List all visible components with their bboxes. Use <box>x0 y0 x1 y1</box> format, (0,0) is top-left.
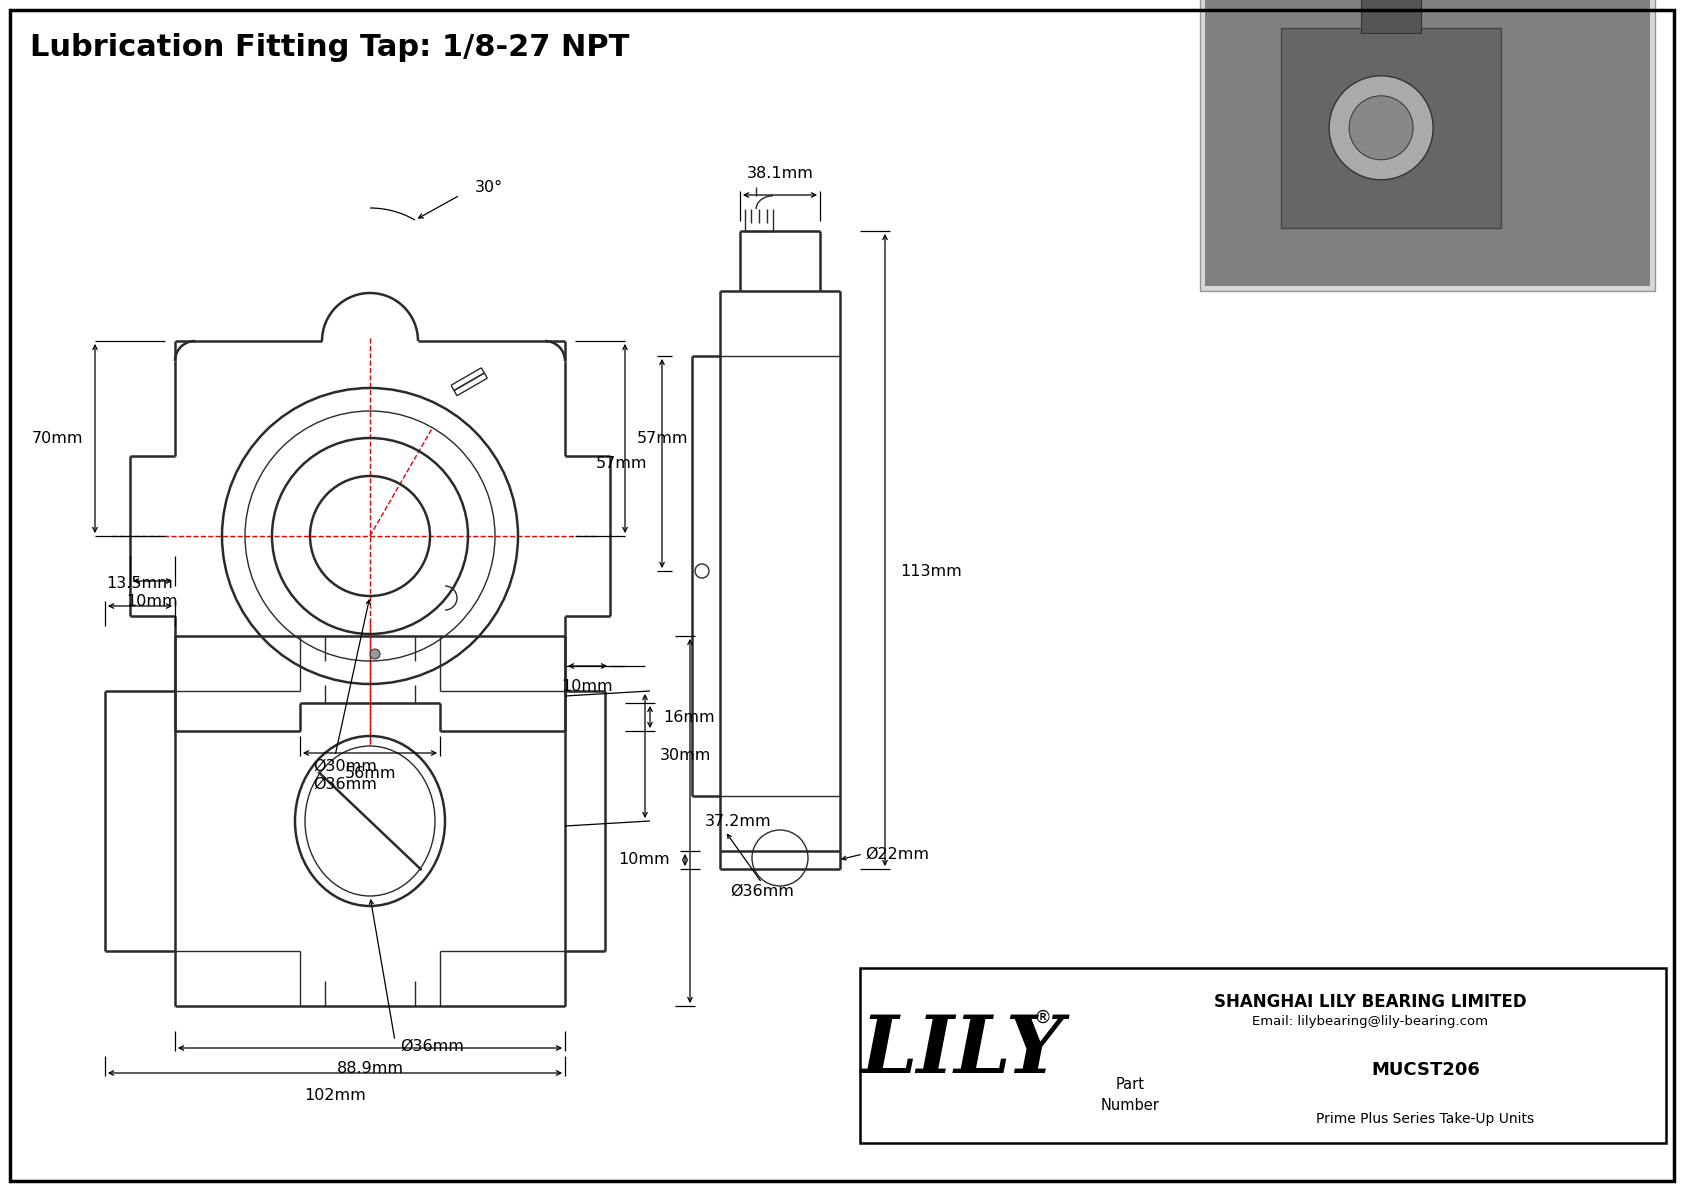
Text: 113mm: 113mm <box>899 563 962 579</box>
Text: 102mm: 102mm <box>305 1089 365 1103</box>
Bar <box>861 968 1665 1143</box>
Text: Ø22mm: Ø22mm <box>866 847 930 861</box>
Text: 10mm: 10mm <box>126 594 179 609</box>
Text: Prime Plus Series Take-Up Units: Prime Plus Series Take-Up Units <box>1317 1111 1534 1125</box>
Text: Ø36mm: Ø36mm <box>401 1039 463 1054</box>
Text: 70mm: 70mm <box>32 431 83 445</box>
Text: 13.5mm: 13.5mm <box>106 576 173 591</box>
Text: 30°: 30° <box>475 180 504 194</box>
Circle shape <box>1329 76 1433 180</box>
Circle shape <box>370 649 381 659</box>
Text: 10mm: 10mm <box>562 679 613 694</box>
Text: 57mm: 57mm <box>637 431 689 445</box>
Text: 10mm: 10mm <box>618 853 670 867</box>
Text: Lubrication Fitting Tap: 1/8-27 NPT: Lubrication Fitting Tap: 1/8-27 NPT <box>30 33 630 62</box>
Text: LILY: LILY <box>861 1011 1064 1090</box>
Text: 37.2mm: 37.2mm <box>706 813 771 829</box>
Text: Ø36mm: Ø36mm <box>731 884 793 898</box>
Text: 88.9mm: 88.9mm <box>337 1061 404 1075</box>
Text: MUCST206: MUCST206 <box>1371 1061 1480 1079</box>
Text: SHANGHAI LILY BEARING LIMITED: SHANGHAI LILY BEARING LIMITED <box>1214 993 1527 1011</box>
Bar <box>1201 0 1655 291</box>
Text: Email: lilybearing@lily-bearing.com: Email: lilybearing@lily-bearing.com <box>1253 1015 1489 1028</box>
Text: 38.1mm: 38.1mm <box>746 166 813 181</box>
Text: Ø36mm: Ø36mm <box>313 777 377 792</box>
Bar <box>1206 0 1650 286</box>
Text: 56mm: 56mm <box>344 766 396 781</box>
Circle shape <box>1349 95 1413 160</box>
Text: ®: ® <box>1034 1009 1051 1027</box>
Text: 57mm: 57mm <box>596 456 647 470</box>
Text: Ø30mm: Ø30mm <box>313 759 377 773</box>
Bar <box>1282 27 1500 227</box>
Text: Part
Number: Part Number <box>1101 1077 1160 1112</box>
Text: 30mm: 30mm <box>660 748 711 763</box>
Text: 16mm: 16mm <box>663 710 714 724</box>
Bar <box>1361 0 1421 33</box>
